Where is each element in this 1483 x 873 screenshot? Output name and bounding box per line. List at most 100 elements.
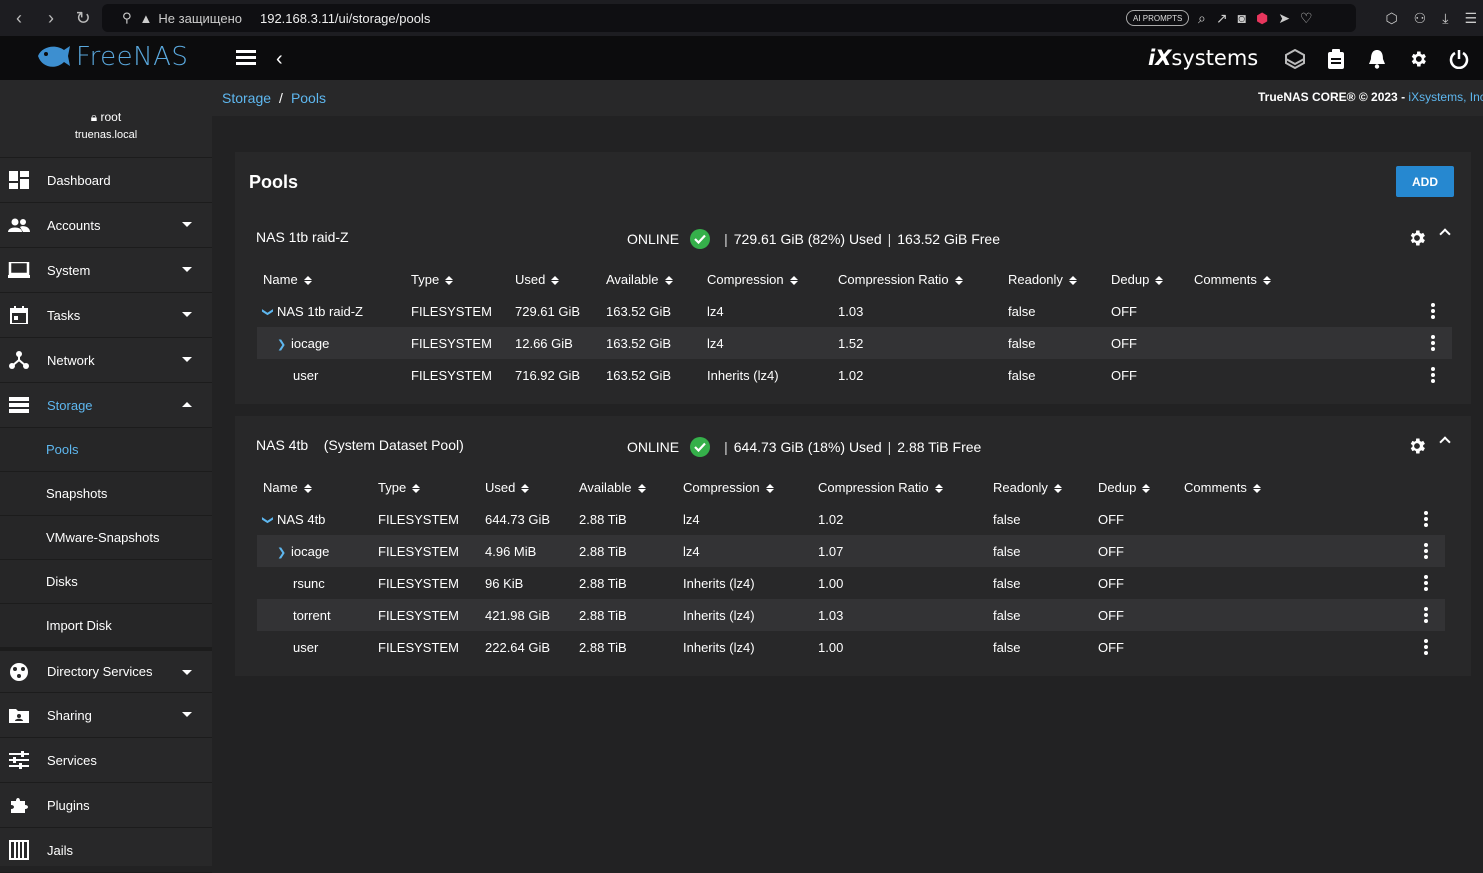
truecommand-icon[interactable] (1284, 48, 1306, 70)
freenas-logo[interactable]: FreeNAS (36, 42, 188, 72)
ai-prompts-badge[interactable]: AI PROMPTS (1126, 10, 1190, 26)
more-vert-icon[interactable] (1419, 575, 1433, 591)
more-vert-icon[interactable] (1419, 511, 1433, 527)
col-header-type[interactable]: Type (372, 471, 479, 503)
sidebar-subitem-snapshots[interactable]: Snapshots (0, 472, 212, 516)
pool-settings-gear-icon[interactable] (1407, 228, 1427, 253)
browser-menu-icon[interactable]: ☰ (1464, 9, 1477, 26)
col-header-compression-ratio[interactable]: Compression Ratio (832, 263, 1002, 295)
col-header-used[interactable]: Used (479, 471, 573, 503)
sidebar-collapse-icon[interactable]: ‹ (276, 48, 283, 70)
col-header-comments[interactable]: Comments (1178, 471, 1413, 503)
col-label: Dedup (1111, 271, 1150, 287)
more-vert-icon[interactable] (1419, 543, 1433, 559)
sidebar-item-jails[interactable]: Jails (0, 828, 212, 873)
table-row[interactable]: rsunc FILESYSTEM 96 KiB 2.88 TiB Inherit… (257, 567, 1445, 599)
camera-icon[interactable]: ◙ (1237, 10, 1247, 26)
url-text[interactable]: 192.168.3.11/ui/storage/pools (259, 10, 431, 26)
table-row[interactable]: ❯ NAS 4tb FILESYSTEM 644.73 GiB 2.88 TiB … (257, 503, 1445, 535)
col-header-dedup[interactable]: Dedup (1105, 263, 1188, 295)
download-icon[interactable]: ⤓ (1442, 9, 1449, 26)
col-header-compression-ratio[interactable]: Compression Ratio (812, 471, 987, 503)
chevron-down-icon[interactable]: ❯ (261, 307, 274, 317)
menu-toggle-icon[interactable] (236, 50, 256, 66)
col-header-compression[interactable]: Compression (701, 263, 832, 295)
sidebar-subitem-vmware-snapshots[interactable]: VMware-Snapshots (0, 516, 212, 560)
pool-name: NAS 4tb (System Dataset Pool) (256, 437, 464, 453)
breadcrumb-storage[interactable]: Storage (222, 90, 272, 106)
col-header-name[interactable]: Name (257, 471, 372, 503)
col-header-dedup[interactable]: Dedup (1092, 471, 1178, 503)
table-row[interactable]: torrent FILESYSTEM 421.98 GiB 2.88 TiB I… (257, 599, 1445, 631)
chevron-down-icon[interactable]: ❯ (261, 515, 274, 525)
sort-icon (1155, 275, 1164, 285)
col-header-name[interactable]: Name (257, 263, 405, 295)
search-icon[interactable]: ⌕ (1198, 10, 1206, 26)
breadcrumb-pools[interactable]: Pools (290, 90, 326, 106)
insecure-warning[interactable]: ⚲ ▲ Не защищено (122, 10, 242, 26)
sidebar-subitem-import-disk[interactable]: Import Disk (0, 604, 212, 648)
more-vert-icon[interactable] (1419, 639, 1433, 655)
heart-icon[interactable]: ♡ (1300, 10, 1313, 26)
table-row[interactable]: ❯ NAS 1tb raid-Z FILESYSTEM 729.61 GiB 16… (257, 295, 1452, 327)
col-header-readonly[interactable]: Readonly (1002, 263, 1105, 295)
sort-icon (954, 275, 963, 285)
more-vert-icon[interactable] (1426, 303, 1440, 319)
bell-icon[interactable] (1366, 48, 1388, 70)
table-row[interactable]: ❯ iocage FILESYSTEM 4.96 MiB 2.88 TiB lz4… (257, 535, 1445, 567)
clipboard-icon[interactable] (1325, 48, 1347, 70)
chevron-right-icon[interactable]: ❯ (277, 338, 287, 351)
add-pool-button[interactable]: ADD (1396, 166, 1454, 197)
more-vert-icon[interactable] (1426, 335, 1440, 351)
table-row[interactable]: ❯ iocage FILESYSTEM 12.66 GiB 163.52 GiB … (257, 327, 1452, 359)
more-vert-icon[interactable] (1419, 607, 1433, 623)
chevron-right-icon[interactable]: ❯ (277, 546, 287, 559)
chevron-up-icon[interactable] (1439, 436, 1451, 448)
col-header-type[interactable]: Type (405, 263, 509, 295)
col-label: Readonly (1008, 271, 1063, 287)
sidebar-item-storage[interactable]: Storage (0, 383, 212, 428)
cell-type: FILESYSTEM (405, 327, 509, 359)
shield-icon[interactable]: ⬢ (1256, 10, 1269, 26)
col-header-used[interactable]: Used (509, 263, 600, 295)
sidebar-item-services[interactable]: Services (0, 738, 212, 783)
sidebar-item-plugins[interactable]: Plugins (0, 783, 212, 828)
sidebar-item-network[interactable]: Network (0, 338, 212, 383)
col-header-readonly[interactable]: Readonly (987, 471, 1092, 503)
browser-back-icon[interactable]: ‹ (16, 7, 22, 28)
ixsystems-link[interactable]: iXsystems, Inc (1408, 90, 1483, 104)
sidebar-item-system[interactable]: System (0, 248, 212, 293)
pool-settings-gear-icon[interactable] (1407, 436, 1427, 461)
send-icon[interactable]: ➤ (1278, 10, 1291, 26)
sidebar-subitem-pools[interactable]: Pools (0, 428, 212, 472)
chevron-up-icon[interactable] (1439, 228, 1451, 240)
ixsystems-logo[interactable]: iXsystems (1148, 46, 1258, 70)
table-row[interactable]: user FILESYSTEM 222.64 GiB 2.88 TiB Inhe… (257, 631, 1445, 663)
share-icon[interactable]: ↗ (1215, 10, 1228, 26)
table-row[interactable]: user FILESYSTEM 716.92 GiB 163.52 GiB In… (257, 359, 1452, 391)
cell-used: 12.66 GiB (509, 327, 600, 359)
browser-reload-icon[interactable]: ↻ (75, 7, 91, 28)
col-header-compression[interactable]: Compression (677, 471, 812, 503)
sidebar-item-sharing[interactable]: Sharing (0, 693, 212, 738)
sort-icon (1262, 275, 1271, 285)
extensions-icon[interactable]: ⬡ (1385, 9, 1398, 26)
sidebar-subitem-disks[interactable]: Disks (0, 560, 212, 604)
sidebar-item-directory-services[interactable]: Directory Services (0, 648, 212, 693)
address-bar[interactable]: ⚲ ▲ Не защищено 192.168.3.11/ui/storage/… (102, 4, 1356, 32)
sidebar-item-accounts[interactable]: Accounts (0, 203, 212, 248)
more-vert-icon[interactable] (1426, 367, 1440, 383)
browser-forward-icon[interactable]: › (48, 7, 54, 28)
col-label: Used (485, 479, 516, 495)
cell-ratio: 1.07 (812, 535, 987, 567)
col-header-available[interactable]: Available (573, 471, 677, 503)
profile-icon[interactable]: ⚇ (1413, 9, 1427, 26)
row-actions (1413, 599, 1445, 631)
power-icon[interactable] (1448, 48, 1470, 70)
settings-gear-icon[interactable] (1407, 48, 1429, 70)
sidebar-item-tasks[interactable]: Tasks (0, 293, 212, 338)
system-icon (8, 259, 30, 281)
col-header-available[interactable]: Available (600, 263, 701, 295)
sidebar-item-dashboard[interactable]: Dashboard (0, 158, 212, 203)
col-header-comments[interactable]: Comments (1188, 263, 1420, 295)
